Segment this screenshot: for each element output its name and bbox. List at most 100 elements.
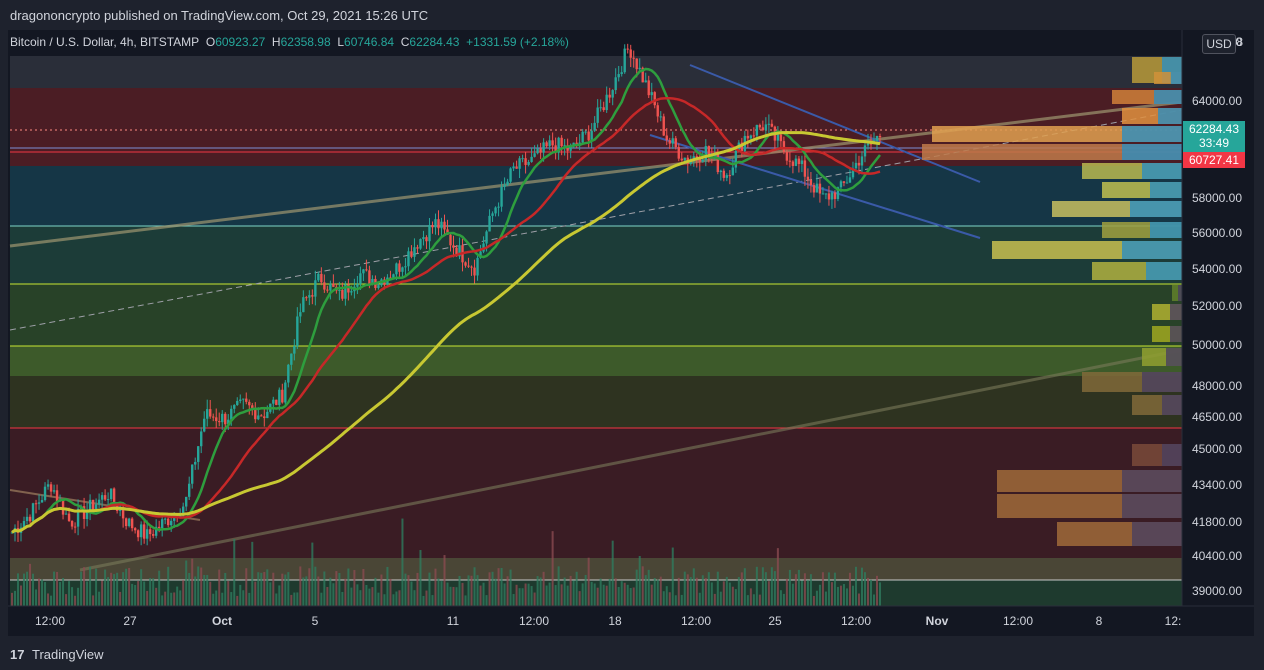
volume-bar	[467, 575, 470, 606]
volume-profile-bar-inner	[1170, 72, 1182, 84]
candle-body	[37, 502, 41, 504]
currency-button[interactable]: USD	[1202, 34, 1236, 54]
volume-bar	[230, 592, 233, 606]
volume-bar	[287, 572, 290, 606]
volume-profile-bar-inner	[1162, 444, 1182, 466]
volume-bar	[812, 595, 815, 606]
candle-body	[428, 224, 431, 242]
candle-body	[194, 461, 197, 465]
volume-bar	[185, 560, 188, 606]
symbol-legend: Bitcoin / U.S. Dollar, 4h, BITSTAMP O609…	[10, 35, 569, 49]
candle-body	[518, 158, 521, 169]
candle-body	[356, 284, 359, 287]
volume-bar	[404, 573, 407, 606]
candle-body	[218, 421, 221, 423]
volume-bar	[20, 585, 23, 606]
volume-bar	[584, 574, 587, 606]
candle-body	[272, 399, 275, 404]
candle-body	[248, 401, 251, 406]
volume-bar	[668, 592, 671, 606]
low-label: L	[337, 35, 345, 49]
volume-bar	[737, 577, 740, 606]
volume-bar	[158, 570, 161, 606]
volume-bar	[416, 572, 419, 606]
volume-profile-bar-inner	[1162, 395, 1182, 415]
volume-bar	[257, 572, 260, 606]
volume-bar	[734, 589, 737, 606]
volume-bar	[665, 586, 668, 606]
volume-bar	[413, 590, 416, 606]
volume-bar	[395, 591, 398, 606]
low-value: 60746.84	[344, 35, 395, 49]
volume-bar	[746, 595, 749, 606]
candle-body	[770, 123, 774, 127]
volume-bar	[647, 569, 650, 606]
volume-bar	[17, 573, 20, 606]
candle-body	[112, 488, 116, 503]
candle-body	[130, 518, 134, 529]
candle-body	[425, 237, 428, 242]
candle-body	[362, 269, 365, 274]
candle-body	[797, 158, 801, 165]
volume-bar	[65, 594, 68, 606]
volume-bar	[542, 571, 545, 606]
volume-bar	[323, 571, 326, 606]
y-tick-label: 48000.00	[1191, 379, 1242, 393]
candle-body	[46, 484, 50, 487]
x-tick-label: 12:00	[34, 614, 66, 628]
volume-profile-bar-inner	[1122, 494, 1182, 518]
candle-body	[575, 142, 578, 145]
candle-body	[88, 499, 92, 512]
candle-body	[848, 177, 852, 183]
volume-bar	[815, 590, 818, 606]
volume-bar	[860, 567, 863, 606]
high-value: 62358.98	[280, 35, 331, 49]
volume-bar	[854, 566, 857, 606]
volume-profile-bar	[1172, 285, 1182, 301]
candle-body	[554, 145, 557, 153]
candle-body	[127, 518, 131, 527]
volume-bar	[401, 518, 404, 606]
volume-bar	[215, 590, 218, 606]
volume-bar	[725, 576, 728, 606]
volume-bar	[224, 572, 227, 606]
footer-bar: 17 TradingView	[0, 642, 1264, 670]
symbol-title[interactable]: Bitcoin / U.S. Dollar, 4h, BITSTAMP	[10, 35, 200, 49]
candle-body	[302, 297, 305, 313]
volume-bar	[677, 577, 680, 606]
candle-body	[821, 193, 825, 195]
candle-body	[121, 509, 125, 519]
candle-body	[148, 529, 152, 535]
volume-bar	[83, 567, 86, 606]
candle-body	[857, 162, 861, 166]
tradingview-logo[interactable]: 17 TradingView	[10, 647, 104, 662]
volume-bar	[560, 584, 563, 606]
volume-bar	[614, 578, 617, 606]
candle-body	[145, 529, 149, 539]
candle-body	[197, 446, 200, 462]
volume-bar	[440, 581, 443, 606]
volume-profile-bar-inner	[1170, 326, 1182, 342]
candle-body	[49, 484, 53, 492]
candle-body	[875, 135, 879, 141]
volume-bar	[455, 587, 458, 606]
volume-profile-bar-inner	[1166, 348, 1182, 366]
open-label: O	[205, 35, 216, 49]
candle-body	[830, 192, 834, 200]
volume-profile-bar-inner	[1122, 144, 1182, 160]
volume-bar	[143, 581, 146, 606]
volume-bar	[461, 582, 464, 606]
volume-bar	[875, 575, 878, 606]
candle-body	[136, 530, 140, 538]
volume-bar	[407, 575, 410, 606]
candle-body	[728, 175, 732, 177]
candle-body	[851, 168, 855, 178]
candle-body	[73, 526, 77, 528]
volume-bar	[674, 595, 677, 606]
volume-bar	[824, 591, 827, 606]
candle-body	[776, 134, 780, 141]
volume-bar	[266, 569, 269, 606]
volume-bar	[719, 591, 722, 606]
x-tick-label: 25	[768, 614, 782, 628]
